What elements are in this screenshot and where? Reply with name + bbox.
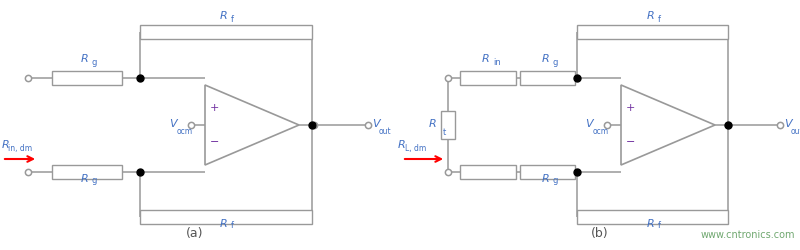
Text: +: +: [210, 103, 219, 113]
Text: g: g: [92, 176, 98, 185]
Text: R: R: [646, 219, 654, 229]
Text: R: R: [482, 54, 490, 64]
Text: R: R: [542, 54, 550, 64]
Text: −: −: [626, 137, 635, 147]
Text: g: g: [553, 176, 558, 185]
Bar: [441, 111, 455, 139]
Text: R: R: [81, 174, 89, 184]
Bar: [520, 165, 575, 179]
Text: R: R: [220, 11, 228, 21]
Text: in, dm: in, dm: [8, 144, 32, 153]
Text: R: R: [428, 119, 436, 129]
Text: R: R: [2, 140, 10, 150]
Text: R: R: [220, 219, 228, 229]
Bar: [140, 25, 312, 39]
Text: V: V: [784, 119, 792, 129]
Text: g: g: [553, 58, 558, 67]
Text: in: in: [493, 58, 501, 67]
Text: www.cntronics.com: www.cntronics.com: [701, 230, 795, 240]
Text: V: V: [585, 119, 593, 129]
Text: t: t: [443, 128, 446, 137]
Text: V: V: [372, 119, 380, 129]
Text: R: R: [542, 174, 550, 184]
Text: +: +: [626, 103, 635, 113]
Bar: [460, 71, 516, 85]
Text: g: g: [92, 58, 98, 67]
Text: out: out: [791, 127, 800, 136]
Bar: [520, 71, 575, 85]
Text: f: f: [658, 15, 661, 24]
Text: −: −: [210, 137, 219, 147]
Text: ocm: ocm: [593, 127, 609, 136]
Bar: [140, 210, 312, 224]
Bar: [577, 210, 728, 224]
Text: R: R: [81, 54, 89, 64]
Text: R: R: [646, 11, 654, 21]
Text: f: f: [658, 221, 661, 230]
Bar: [52, 71, 122, 85]
Text: L, dm: L, dm: [405, 144, 426, 153]
Text: ocm: ocm: [177, 127, 193, 136]
Text: (a): (a): [186, 227, 204, 240]
Text: f: f: [231, 15, 234, 24]
Text: f: f: [231, 221, 234, 230]
Bar: [577, 25, 728, 39]
Text: out: out: [379, 127, 392, 136]
Text: R: R: [398, 140, 406, 150]
Text: (b): (b): [591, 227, 609, 240]
Text: V: V: [169, 119, 177, 129]
Bar: [460, 165, 516, 179]
Bar: [52, 165, 122, 179]
